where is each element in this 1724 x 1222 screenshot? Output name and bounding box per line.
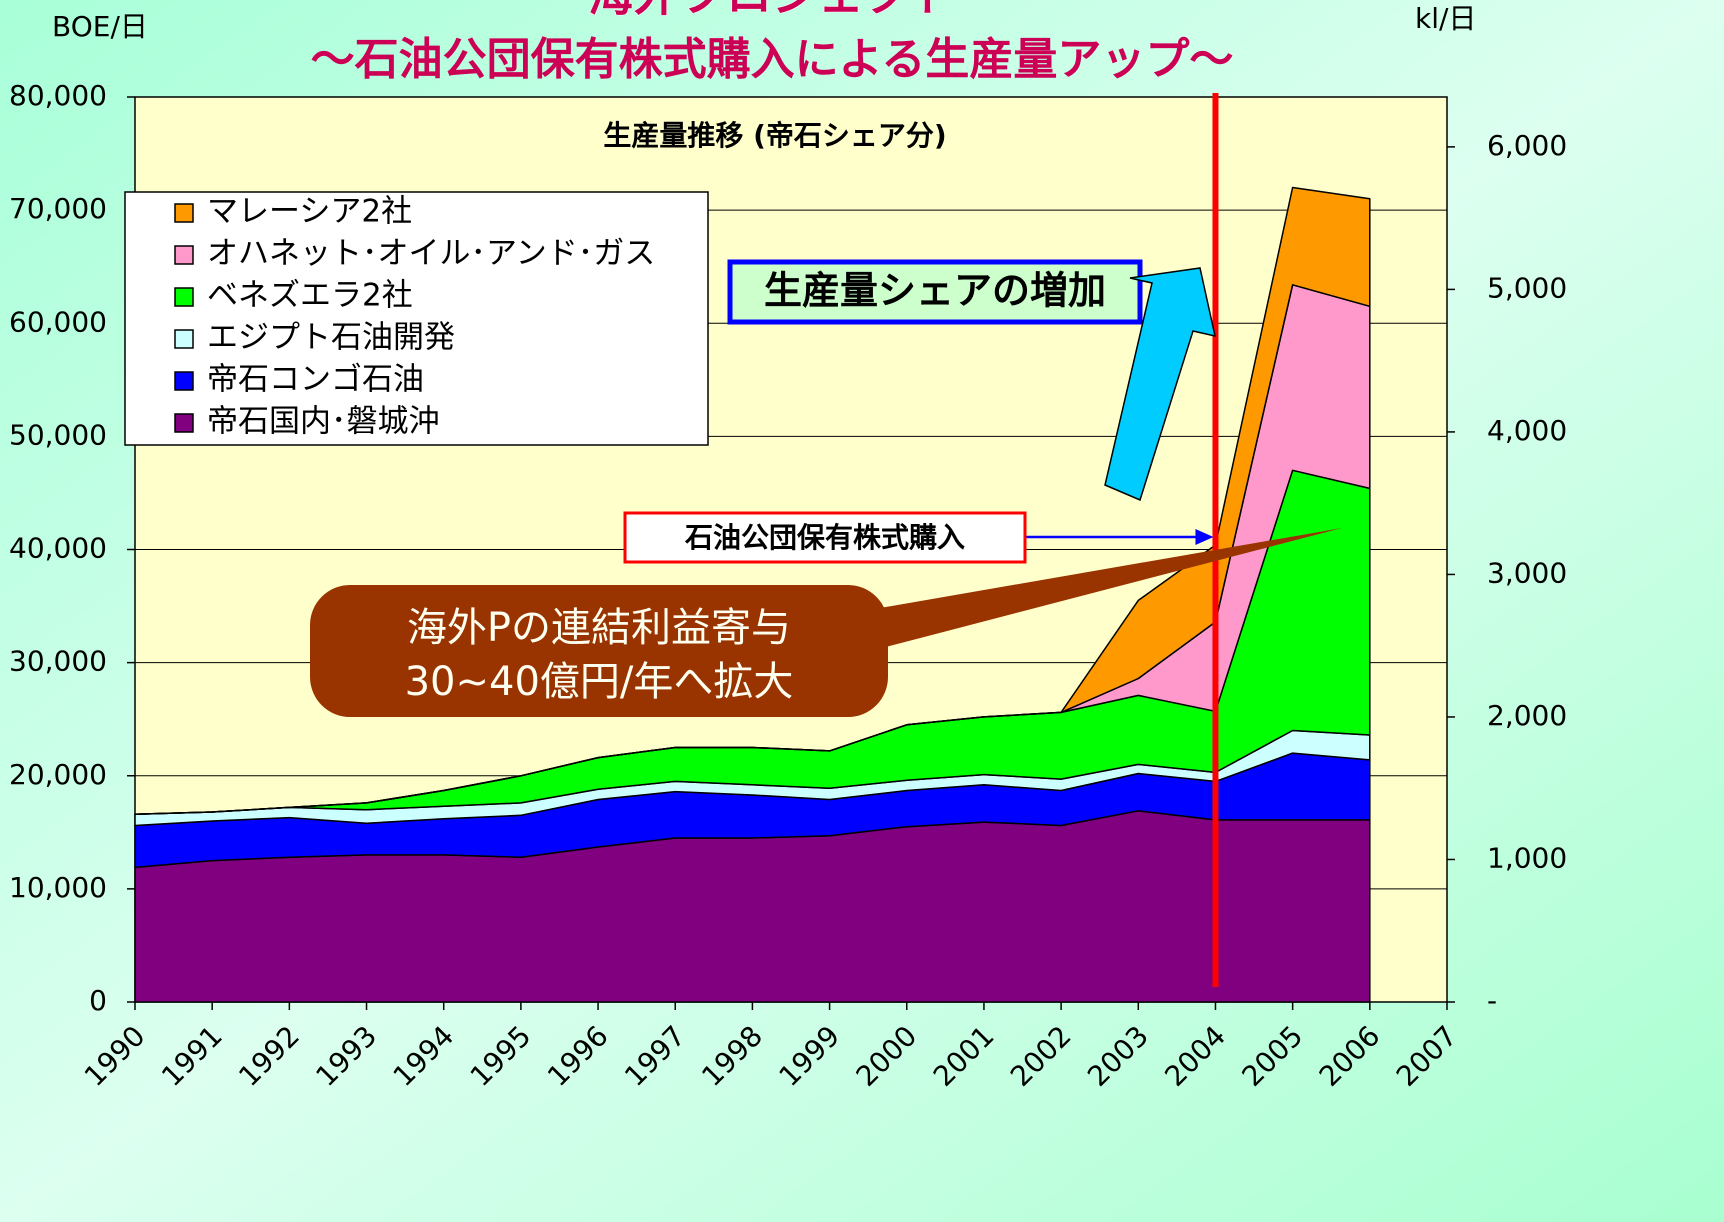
y-axis-label: BOE/日 — [52, 10, 148, 43]
y2-tick-label: 5,000 — [1487, 271, 1567, 304]
y-tick-label: 30,000 — [9, 645, 107, 678]
legend-label: マレーシア2社 — [207, 194, 412, 230]
plot-title: 生産量推移 (帝石シェア分) — [603, 119, 946, 152]
annotation-box — [623, 511, 1027, 564]
legend-label: オハネット･オイル･アンド･ガス — [207, 236, 655, 272]
y2-tick-label: 3,000 — [1487, 556, 1567, 589]
y-tick-label: 10,000 — [9, 871, 107, 904]
annotation: 海外Pの連結利益寄与 — [407, 605, 791, 651]
y-tick-label: 20,000 — [9, 758, 107, 791]
legend-label: 帝石国内･磐城沖 — [207, 404, 440, 440]
y-tick-label: 80,000 — [9, 79, 107, 112]
chart-title: 海外プロジェクト — [588, 0, 956, 22]
y-tick-label: 40,000 — [9, 532, 107, 565]
legend: マレーシア2社オハネット･オイル･アンド･ガスベネズエラ2社エジプト石油開発帝石… — [124, 191, 709, 446]
legend-swatch — [174, 245, 194, 265]
annotations: 生産量シェアの増加 海外Pの連結利益寄与 30~40億円/年へ拡大 — [310, 259, 1342, 717]
area — [134, 186, 1371, 815]
annotation-arrow — [1104, 267, 1216, 502]
annotation: 石油公団保有株式購入 — [684, 521, 965, 554]
callout-tail — [880, 528, 1342, 648]
legend-swatch — [174, 329, 194, 349]
y2-tick-label: - — [1487, 984, 1497, 1017]
y-tick-label: 70,000 — [9, 192, 107, 225]
legend-box — [124, 191, 709, 446]
y2-tick-label: 2,000 — [1487, 699, 1567, 732]
y2-tick-label: 6,000 — [1487, 129, 1567, 162]
legend-swatch — [174, 371, 194, 391]
annotation-box — [727, 259, 1143, 325]
y-tick-label: 0 — [89, 984, 107, 1017]
legend-label: 帝石コンゴ石油 — [207, 362, 424, 398]
y2-tick-label: 1,000 — [1487, 841, 1567, 874]
annotation: 30~40億円/年へ拡大 — [405, 659, 794, 705]
y-tick-label: 50,000 — [9, 418, 107, 451]
y-tick-label: 60,000 — [9, 305, 107, 338]
callout-box — [310, 585, 888, 717]
legend-swatch — [174, 287, 194, 307]
annotation-arrow-head — [1195, 529, 1214, 545]
legend-swatch — [174, 203, 194, 223]
y2-tick-label: 4,000 — [1487, 414, 1567, 447]
legend-label: ベネズエラ2社 — [207, 278, 413, 314]
legend-label: エジプト石油開発 — [207, 320, 455, 356]
annotation: 生産量シェアの増加 — [764, 269, 1106, 313]
areas — [134, 186, 1371, 1003]
legend-swatch — [174, 413, 194, 433]
y2-axis-label: kl/日 — [1415, 2, 1476, 35]
chart-subtitle: ～石油公団保有株式購入による生産量アップ～ — [311, 34, 1234, 85]
